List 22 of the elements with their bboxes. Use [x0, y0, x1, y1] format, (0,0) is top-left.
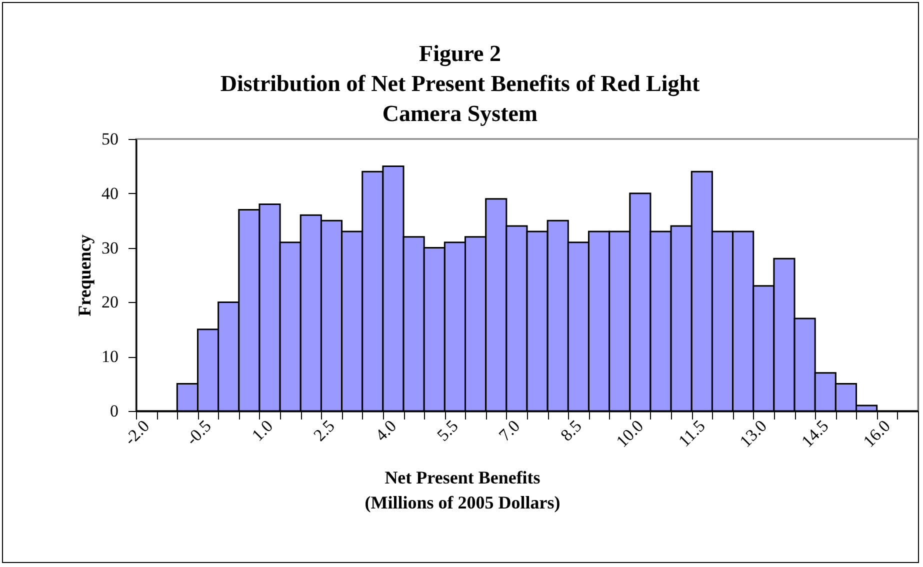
y-tick-label: 50 [102, 130, 118, 148]
x-tick-label: 7.0 [495, 416, 524, 445]
y-tick-label: 10 [102, 347, 118, 366]
y-tick-label: 0 [110, 402, 118, 420]
x-tick-label: 4.0 [372, 416, 400, 445]
x-tick-label: 14.5 [798, 416, 832, 451]
x-tick-label: 5.5 [433, 416, 462, 445]
y-axis-title: Frequency [74, 234, 94, 316]
y-tick-label: 30 [102, 238, 118, 258]
chart-title: Figure 2 Distribution of Net Present Benefits of Red Light Camera System [220, 41, 700, 126]
x-tick-label: 8.5 [556, 416, 586, 445]
x-axis-title: Net Present Benefits (Millions of 2005 Dollars) [364, 468, 560, 512]
x-tick-label: 10.0 [612, 416, 648, 451]
x-tick-label: 16.0 [860, 416, 894, 451]
x-tick-label: 13.0 [736, 416, 771, 451]
x-tick-label: 11.5 [674, 416, 709, 450]
y-tick-label: 20 [102, 292, 118, 312]
x-tick-label: -0.5 [182, 416, 215, 449]
x-tick-label: 1.0 [248, 416, 277, 445]
y-tick-label: 40 [102, 184, 118, 203]
x-tick-label: -2.0 [120, 416, 154, 449]
x-tick-label: 2.5 [310, 416, 338, 445]
